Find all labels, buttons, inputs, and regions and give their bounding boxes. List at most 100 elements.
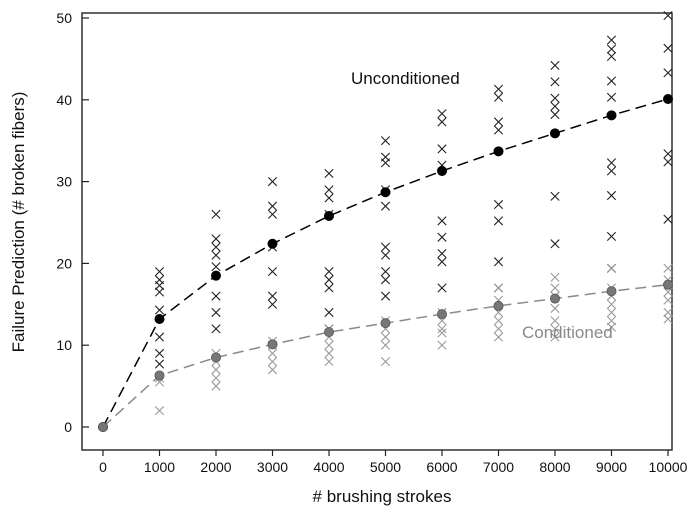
sample-point-unconditioned [267, 209, 278, 219]
y-axis-title: Failure Prediction (# broken fibers) [9, 92, 28, 353]
sample-point-unconditioned [550, 60, 560, 71]
mean-point-unconditioned [436, 165, 447, 176]
sample-point-conditioned [550, 316, 560, 326]
sample-point-unconditioned [550, 191, 560, 201]
sample-point-conditioned [550, 332, 560, 342]
sample-point-unconditioned [550, 109, 560, 120]
sample-point-unconditioned [606, 92, 617, 102]
mean-point-unconditioned [210, 270, 221, 281]
y-tick-label: 0 [64, 419, 72, 435]
sample-point-unconditioned [437, 144, 447, 154]
trend-line-unconditioned [102, 98, 669, 428]
x-tick-label: 1000 [144, 459, 175, 475]
sample-point-conditioned [493, 283, 504, 293]
sample-point-conditioned [267, 348, 278, 358]
sample-point-unconditioned [606, 166, 617, 176]
sample-point-unconditioned [663, 10, 673, 21]
mean-point-conditioned [323, 327, 334, 338]
mean-point-unconditioned [267, 238, 278, 249]
mean-point-unconditioned [493, 146, 504, 157]
x-axis-title: # brushing strokes [313, 487, 452, 506]
sample-point-conditioned [380, 340, 391, 350]
sample-point-unconditioned [663, 149, 673, 159]
sample-point-unconditioned [550, 93, 560, 103]
sample-point-unconditioned [437, 257, 447, 267]
trend-lines [102, 98, 669, 428]
sample-point-unconditioned [380, 266, 391, 277]
sample-point-unconditioned [324, 283, 334, 293]
x-tick-label: 5000 [370, 459, 401, 475]
x-tick-label: 9000 [596, 459, 627, 475]
series-label-unconditioned: Unconditioned [351, 69, 460, 88]
sample-point-conditioned [606, 316, 617, 326]
sample-point-conditioned [154, 406, 165, 416]
sample-point-conditioned [550, 272, 560, 282]
mean-point-conditioned [606, 286, 617, 297]
sample-point-unconditioned [324, 275, 334, 285]
sample-point-unconditioned [211, 291, 221, 301]
sample-point-conditioned [324, 356, 334, 367]
sample-point-unconditioned [211, 262, 221, 272]
sample-point-unconditioned [606, 51, 617, 62]
sample-point-conditioned [493, 332, 504, 342]
sample-point-unconditioned [324, 185, 334, 195]
x-tick-label: 7000 [483, 459, 514, 475]
sample-point-unconditioned [380, 158, 391, 168]
mean-point-conditioned [550, 293, 561, 304]
x-tick-label: 0 [99, 459, 107, 475]
x-tick-label: 3000 [257, 459, 288, 475]
mean-point-unconditioned [663, 93, 674, 104]
sample-point-conditioned [380, 356, 391, 367]
plot-frame [81, 12, 673, 451]
sample-point-unconditioned [324, 266, 334, 277]
sample-point-unconditioned [211, 324, 221, 334]
sample-point-unconditioned [493, 84, 504, 94]
sample-point-unconditioned [211, 250, 221, 260]
sample-point-conditioned [663, 307, 673, 318]
sample-point-unconditioned [606, 190, 617, 201]
mean-point-conditioned [663, 279, 674, 290]
x-tick-label: 8000 [539, 459, 570, 475]
sample-point-unconditioned [380, 242, 391, 252]
sample-point-unconditioned [437, 232, 447, 242]
sample-point-unconditioned [606, 158, 617, 168]
sample-point-unconditioned [550, 77, 560, 87]
sample-point-unconditioned [437, 283, 447, 293]
sample-point-unconditioned [663, 214, 673, 224]
sample-point-unconditioned [154, 348, 165, 358]
sample-point-unconditioned [437, 109, 447, 119]
sample-point-conditioned [606, 307, 617, 318]
mean-point-conditioned [154, 370, 165, 381]
sample-point-unconditioned [606, 44, 617, 54]
sample-point-unconditioned [380, 136, 391, 146]
sample-point-conditioned [493, 316, 504, 326]
y-tick-label: 50 [56, 10, 72, 26]
sample-point-unconditioned [380, 201, 391, 211]
sample-point-unconditioned [493, 125, 504, 135]
y-tick-label: 30 [56, 174, 72, 190]
series-label-conditioned: Conditioned [522, 323, 613, 342]
sample-point-conditioned [211, 381, 221, 391]
sample-point-conditioned [267, 365, 278, 375]
sample-point-unconditioned [663, 43, 673, 53]
sample-point-unconditioned [437, 216, 447, 226]
sample-point-conditioned [211, 373, 221, 383]
sample-point-unconditioned [154, 332, 165, 342]
sample-point-conditioned [324, 348, 334, 358]
sample-point-conditioned [663, 287, 673, 297]
sample-point-unconditioned [267, 299, 278, 309]
sample-point-conditioned [211, 365, 221, 375]
sample-point-conditioned [437, 340, 447, 350]
sample-point-unconditioned [324, 168, 334, 179]
mean-point-conditioned [436, 309, 447, 320]
sample-point-unconditioned [267, 266, 278, 277]
mean-point-conditioned [210, 352, 221, 363]
sample-point-unconditioned [154, 359, 165, 369]
sample-point-conditioned [437, 328, 447, 338]
sample-point-unconditioned [550, 101, 560, 111]
sample-point-unconditioned [211, 242, 221, 252]
sample-point-conditioned [663, 295, 673, 305]
y-tick-label: 40 [56, 92, 72, 108]
sample-point-unconditioned [437, 248, 447, 259]
y-tick-label: 10 [56, 337, 72, 353]
